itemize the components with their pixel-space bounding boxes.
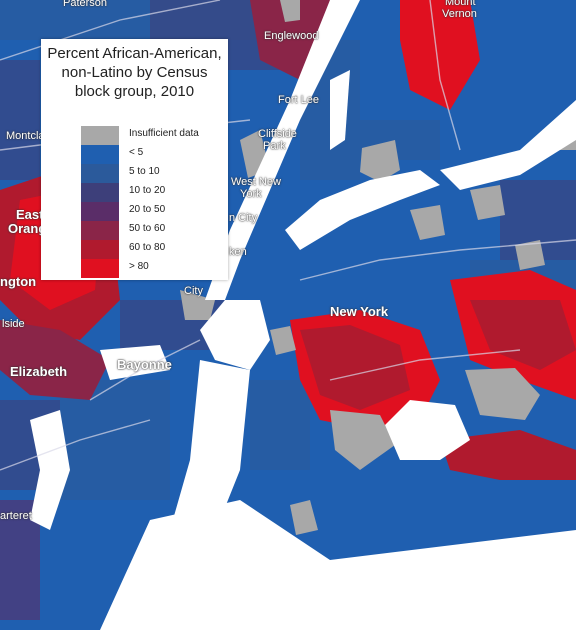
place-label-fort-lee: Fort Lee (278, 94, 319, 106)
park-1 (360, 140, 400, 182)
legend-label: Insufficient data (129, 128, 199, 139)
central-brooklyn-core (300, 325, 410, 410)
long-island-sound (440, 100, 576, 190)
legend-swatch (81, 126, 119, 145)
green-wood (270, 326, 296, 355)
legend-swatch (81, 164, 119, 183)
legend-title-line-1: Percent African-American, (47, 45, 222, 62)
legend-item-5-to-10: 5 to 10 (81, 164, 221, 183)
legend-label: 20 to 50 (129, 204, 166, 215)
arthur-kill (30, 410, 70, 530)
place-label-paterson: Paterson (63, 0, 108, 9)
place-label-englewood: Englewood (264, 30, 319, 42)
road-5 (329, 349, 521, 381)
legend-label: 60 to 80 (129, 242, 166, 253)
road-0 (0, 0, 221, 61)
legend-swatch (81, 221, 119, 240)
legend-label: < 5 (129, 147, 144, 158)
place-label-hillside-fragment: lside (2, 318, 25, 330)
legend-item-insufficient-data: Insufficient data (81, 126, 221, 145)
legend-swatch (81, 183, 119, 202)
road-3 (89, 339, 201, 401)
legend-item-50-to-60: 50 to 60 (81, 221, 221, 240)
place-label-cliffside-2: Park (263, 140, 286, 152)
legend-title-line-3: block group, 2010 (74, 83, 195, 100)
legend-label: 5 to 10 (129, 166, 160, 177)
east-river (285, 170, 440, 250)
legend-item-under-5: < 5 (81, 145, 221, 164)
place-label-west-new-york: West New (231, 176, 281, 188)
legend-title: Percent African-American, non-Latino by … (47, 44, 222, 101)
place-label-carteret-fragment: arteret (0, 510, 32, 522)
land-texture-9 (250, 380, 310, 470)
road-6 (429, 0, 461, 151)
legend-swatch (81, 240, 119, 259)
legend-item-over-80: > 80 (81, 259, 221, 278)
elizabeth-region (0, 320, 110, 400)
park-2 (410, 205, 445, 240)
park-8 (515, 240, 545, 270)
place-label-irvington-fragment: ngton (0, 274, 37, 289)
hudson-river (205, 0, 360, 300)
legend-swatch (81, 259, 119, 278)
place-label-montclair: Montcla (6, 130, 45, 142)
legend-item-60-to-80: 60 to 80 (81, 240, 221, 259)
place-label-east-orange: East (16, 207, 44, 222)
rockaway-region (440, 430, 576, 480)
place-label-jersey-city-fragment: City (184, 285, 203, 297)
floyd-bennett-field (330, 410, 395, 470)
legend-label: 10 to 20 (129, 185, 166, 196)
map-legend: Percent African-American, non-Latino by … (41, 39, 228, 280)
place-label-new-york: New York (330, 304, 389, 319)
lower-bay-atlantic (100, 500, 576, 630)
legend-title-line-2: non-Latino by Census (61, 64, 208, 81)
land-texture-1 (0, 60, 40, 180)
place-label-west-new-york-2: York (240, 188, 262, 200)
park-7 (470, 185, 505, 220)
legend-swatch (81, 202, 119, 221)
place-label-mount-vernon: Mount (445, 0, 476, 8)
upper-bay (200, 300, 270, 370)
park-6 (290, 500, 318, 535)
legend-item-10-to-20: 10 to 20 (81, 183, 221, 202)
place-label-mount-vernon-2: Vernon (442, 8, 477, 20)
place-label-cliffside: Cliffside (258, 128, 297, 140)
legend-label: > 80 (129, 261, 149, 272)
legend-item-20-to-50: 20 to 50 (81, 202, 221, 221)
place-label-elizabeth: Elizabeth (10, 364, 68, 379)
mount-vernon-bronx-region (400, 0, 480, 110)
place-label-bayonne: Bayonne (117, 357, 172, 372)
road-4 (299, 239, 576, 281)
lower-bay-narrows (170, 360, 250, 560)
newark-bay (100, 345, 170, 380)
legend-label: 50 to 60 (129, 223, 166, 234)
harlem-river (330, 70, 350, 150)
place-label-newark-fragment: ken (229, 246, 247, 258)
jamaica-bay (385, 400, 470, 460)
place-label-union-city: n City (229, 212, 258, 224)
park-4 (280, 0, 300, 22)
legend-swatch (81, 145, 119, 164)
jfk-airport (465, 368, 540, 420)
road-7 (0, 419, 151, 471)
